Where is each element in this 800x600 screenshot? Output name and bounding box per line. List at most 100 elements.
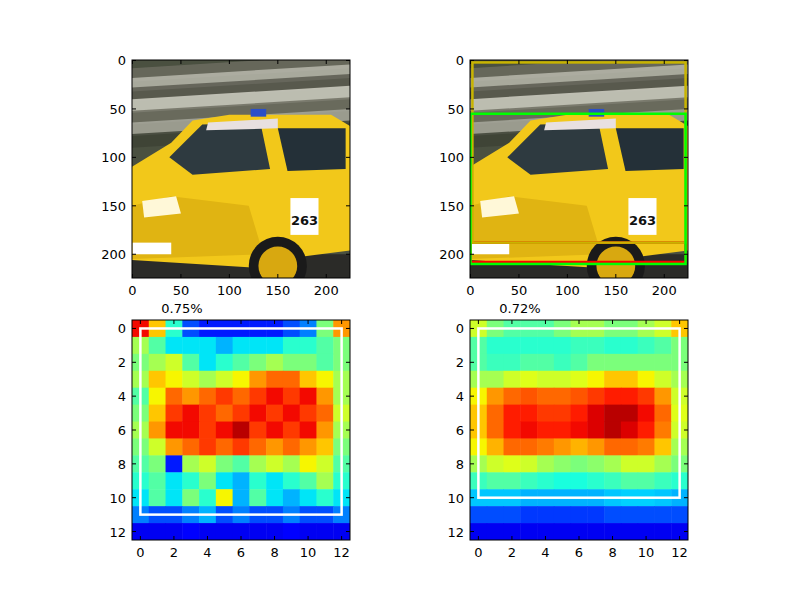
heatmap-cell [504,337,521,354]
y-tick [132,396,136,397]
heatmap-cell [283,337,300,354]
heatmap-cell [587,455,604,472]
heatmap-cell [249,371,266,388]
heatmap-cell [571,523,588,540]
heatmap-cell [216,354,233,371]
heatmap-cell [216,371,233,388]
y-tick [470,254,474,255]
heatmap-cell [520,354,537,371]
y-tick-label: 200 [439,247,464,262]
heatmap-cell [216,337,233,354]
x-tick [478,536,479,540]
heatmap-cell [604,472,621,489]
x-tick-label: 0 [128,283,136,298]
heatmap-cell [554,438,571,455]
heatmap-cell [166,354,183,371]
heatmap-cell [266,371,283,388]
heatmap-cell [283,472,300,489]
heatmap-cell [554,354,571,371]
x-tick [545,536,546,540]
axes: 263050100150200050100150200 [101,53,350,298]
heatmap-cell [504,523,521,540]
background [0,0,800,600]
heatmap-cell [520,472,537,489]
x-tick [180,274,181,278]
x-tick-label: 12 [333,545,350,560]
y-tick [346,205,350,206]
heatmap-cell [300,388,317,405]
heatmap-cell [316,438,333,455]
heatmap-cell [654,506,671,523]
heatmap-cell [470,506,487,523]
heatmap-cell [504,422,521,439]
y-tick [470,60,474,61]
heatmap-cell [182,438,199,455]
heatmap-cell [166,337,183,354]
heatmap-cell [266,388,283,405]
heatmap-cell [166,405,183,422]
x-tick [579,320,580,324]
photo-text: 263 [629,213,656,228]
heatmap-cell [182,489,199,506]
x-tick-label: 200 [314,283,339,298]
figure: 2630501001502000501001502002630501001502… [0,0,800,600]
heatmap-cell [149,472,166,489]
y-tick [684,328,688,329]
heatmap-cell [199,405,216,422]
heatmap-cell [554,371,571,388]
heatmap-cell [587,472,604,489]
y-tick [346,60,350,61]
heatmap-cell [537,371,554,388]
x-tick-label: 0 [474,545,482,560]
x-tick-label: 6 [237,545,245,560]
y-tick [346,531,350,532]
x-tick [518,60,519,64]
x-tick [241,320,242,324]
heatmap-cell [166,472,183,489]
axes-frame [132,60,350,278]
heatmap-cell [537,337,554,354]
heatmap-cell [504,472,521,489]
x-tick [326,60,327,64]
heatmap-cell [249,422,266,439]
heatmap-cell [283,371,300,388]
heatmap-cell [587,523,604,540]
heatmap-cell [283,354,300,371]
heatmap-cell [300,371,317,388]
heatmap-cell [166,523,183,540]
x-tick [679,536,680,540]
heatmap-cell [537,455,554,472]
y-tick-label: 8 [118,457,126,472]
heatmap-cell [149,337,166,354]
x-tick-label: 0 [136,545,144,560]
heatmap-cell [300,472,317,489]
heatmap-cell [604,422,621,439]
heatmap-cell [654,354,671,371]
bounding-box [470,243,685,262]
x-tick [308,536,309,540]
heatmap-cell [520,455,537,472]
heatmap-cell [621,388,638,405]
x-tick-label: 10 [638,545,655,560]
heatmap-cell [621,506,638,523]
heatmap-cell [149,354,166,371]
title: 0.75% [161,301,202,316]
heatmap-cell [316,422,333,439]
y-tick [132,205,136,206]
heatmap-cell [504,371,521,388]
heatmap-cell [216,388,233,405]
bounding-box [478,328,679,497]
x-tick-label: 8 [270,545,278,560]
x-tick [470,274,471,278]
heatmap-cell [182,455,199,472]
heatmap-cell [604,438,621,455]
heatmap-cell [571,422,588,439]
y-tick [470,328,474,329]
heatmap-cell [487,337,504,354]
heatmap-cell [671,523,688,540]
heatmap-cell [149,438,166,455]
x-tick [341,320,342,324]
heatmap-cell [149,523,166,540]
heatmap-cell [537,354,554,371]
heatmap-cell [638,388,655,405]
